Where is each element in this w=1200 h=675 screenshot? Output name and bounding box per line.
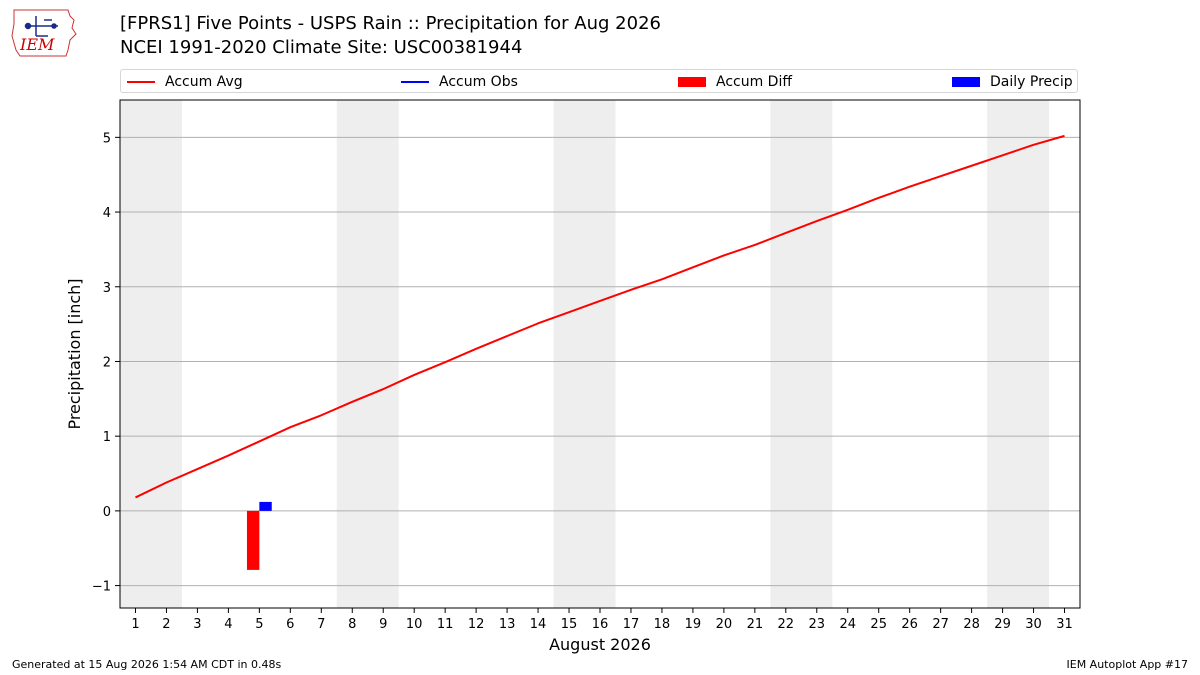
x-tick-label: 5 [255, 617, 263, 632]
x-tick-label: 2 [162, 617, 170, 632]
legend-item-accum-obs: Accum Obs [401, 73, 518, 91]
legend-item-accum-avg: Accum Avg [127, 73, 243, 91]
x-tick-label: 21 [747, 617, 764, 632]
x-tick-label: 14 [530, 617, 547, 632]
legend-label-daily-precip: Daily Precip [990, 74, 1073, 90]
legend-swatch-accum-diff [678, 77, 706, 87]
legend-label-accum-diff: Accum Diff [716, 74, 793, 90]
x-tick-label: 19 [685, 617, 702, 632]
x-tick-label: 12 [468, 617, 485, 632]
legend: Accum Avg Accum Obs Accum Diff Daily Pre… [120, 69, 1078, 93]
x-tick-label: 8 [348, 617, 356, 632]
legend-label-accum-avg: Accum Avg [165, 74, 243, 90]
legend-item-accum-diff: Accum Diff [678, 73, 792, 91]
legend-swatch-accum-avg [127, 81, 155, 83]
footer-app: IEM Autoplot App #17 [1066, 658, 1189, 671]
legend-swatch-daily-precip [952, 77, 980, 87]
y-tick-label: −1 [92, 580, 111, 595]
y-tick-label: 2 [103, 355, 111, 370]
y-tick-label: 3 [103, 281, 111, 296]
x-tick-label: 29 [994, 617, 1011, 632]
y-tick-label: 4 [103, 206, 111, 221]
x-tick-label: 20 [716, 617, 733, 632]
accum-avg-line [135, 134, 1065, 499]
x-tick-label: 15 [561, 617, 578, 632]
x-tick-label: 9 [379, 617, 387, 632]
x-tick-label: 30 [1025, 617, 1042, 632]
weekend-band [336, 100, 399, 608]
x-tick-label: 22 [778, 617, 795, 632]
y-axis-label: Precipitation [inch] [65, 278, 84, 429]
y-tick-label: 0 [103, 505, 111, 520]
x-tick-label: 25 [870, 617, 887, 632]
weekend-band [553, 100, 616, 608]
x-tick-label: 6 [286, 617, 294, 632]
x-tick-label: 3 [193, 617, 201, 632]
y-tick-label: 1 [103, 430, 111, 445]
weekend-band [770, 100, 833, 608]
x-tick-label: 26 [901, 617, 918, 632]
x-tick-label: 1 [131, 617, 139, 632]
x-tick-label: 31 [1056, 617, 1073, 632]
plot-frame [119, 99, 1081, 609]
x-tick-label: 13 [499, 617, 516, 632]
legend-item-daily-precip: Daily Precip [952, 73, 1073, 91]
daily-precip-bar [259, 501, 272, 511]
legend-label-accum-obs: Accum Obs [439, 74, 518, 90]
x-tick-label: 28 [963, 617, 980, 632]
x-axis-label: August 2026 [549, 635, 651, 654]
x-tick-label: 7 [317, 617, 325, 632]
weather-station-icon [24, 16, 58, 37]
x-tick-label: 16 [592, 617, 609, 632]
legend-swatch-accum-obs [401, 81, 429, 83]
weekend-band [120, 100, 182, 608]
x-tick-label: 4 [224, 617, 232, 632]
logo-text: IEM [19, 35, 55, 54]
y-tick-label: 5 [103, 131, 111, 146]
x-tick-label: 10 [406, 617, 423, 632]
x-tick-label: 11 [437, 617, 454, 632]
accum-diff-bar [246, 510, 260, 570]
x-tick-label: 27 [932, 617, 949, 632]
iem-logo: IEM [11, 9, 77, 57]
x-tick-label: 23 [809, 617, 826, 632]
x-tick-label: 18 [654, 617, 671, 632]
chart-title: [FPRS1] Five Points - USPS Rain :: Preci… [120, 13, 661, 34]
x-tick-label: 17 [623, 617, 640, 632]
x-tick-label: 24 [839, 617, 856, 632]
footer-generated: Generated at 15 Aug 2026 1:54 AM CDT in … [12, 658, 282, 671]
chart-subtitle: NCEI 1991-2020 Climate Site: USC00381944 [120, 37, 523, 58]
weekend-band [987, 100, 1050, 608]
